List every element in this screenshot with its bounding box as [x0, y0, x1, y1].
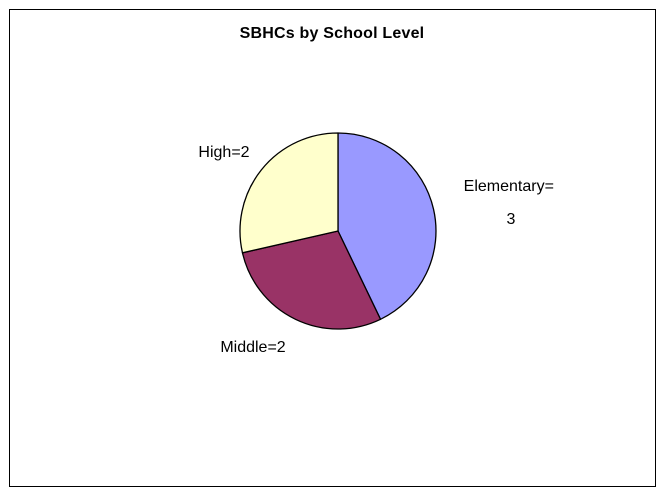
pie-labels: Elementary= 3 Middle=2 High=2: [198, 144, 559, 356]
pie-slice-elementary: [337, 132, 437, 320]
slice-label-elementary-line-1: Elementary=: [464, 178, 554, 195]
pie-slice-middle: [241, 230, 382, 330]
slice-label-middle: Middle=2: [220, 339, 285, 356]
slice-label-middle-line-1: Middle=2: [220, 339, 285, 356]
slice-label-elementary: Elementary= 3: [464, 178, 559, 228]
pie-slices: [239, 132, 437, 330]
chart-title: SBHCs by School Level: [239, 25, 425, 42]
slice-label-high: High=2: [198, 144, 249, 161]
slice-label-elementary-line-2: 3: [507, 211, 516, 228]
slice-label-high-line-1: High=2: [198, 144, 249, 161]
pie-slice-high: [239, 132, 339, 254]
